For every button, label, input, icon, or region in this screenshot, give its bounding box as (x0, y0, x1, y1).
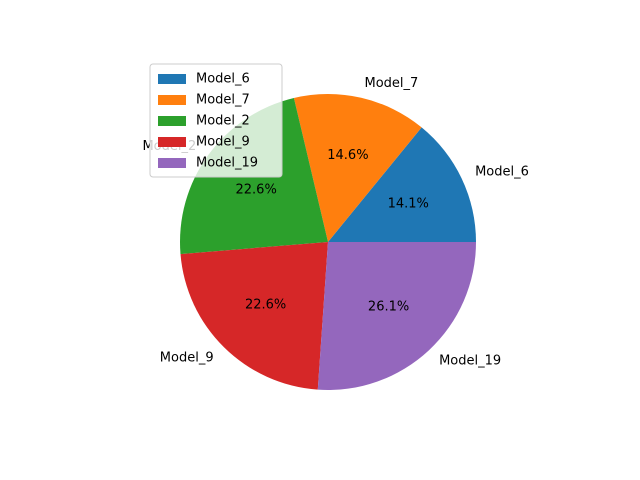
pie-label-model-19: Model_19 (439, 354, 501, 369)
pie-slice-model-7 (293, 94, 422, 243)
pie-slice-model-9 (180, 242, 328, 390)
legend-label-model-7: Model_7 (196, 93, 250, 108)
pie-percent-model-9: 22.6% (245, 298, 286, 313)
legend-label-model-9: Model_9 (196, 135, 250, 150)
legend-swatch-model-2 (158, 116, 186, 126)
pie-percent-model-19: 26.1% (368, 299, 409, 314)
legend-label-model-2: Model_2 (196, 114, 250, 129)
legend-swatch-model-9 (158, 137, 186, 147)
pie-percent-labels: 14.1% 14.6% 22.6% 22.6% 26.1% (236, 148, 429, 314)
legend: Model_6 Model_7 Model_2 Model_9 Model_19 (149, 63, 283, 178)
pie-percent-model-6: 14.1% (388, 196, 429, 211)
legend-swatch-model-7 (158, 95, 186, 105)
pie-label-model-6: Model_6 (475, 165, 529, 180)
pie-label-model-9: Model_9 (160, 350, 214, 365)
legend-swatch-model-19 (158, 158, 186, 168)
pie-slice-model-6 (328, 127, 476, 242)
legend-swatch-model-6 (158, 74, 186, 84)
pie-label-model-7: Model_7 (365, 76, 419, 91)
pie-slice-model-19 (317, 242, 476, 390)
legend-label-model-6: Model_6 (196, 72, 250, 87)
pie-percent-model-2: 22.6% (236, 182, 277, 197)
legend-box (149, 63, 283, 178)
legend-label-model-19: Model_19 (196, 156, 258, 171)
pie-slices (179, 94, 476, 390)
pie-percent-model-7: 14.6% (327, 148, 368, 163)
